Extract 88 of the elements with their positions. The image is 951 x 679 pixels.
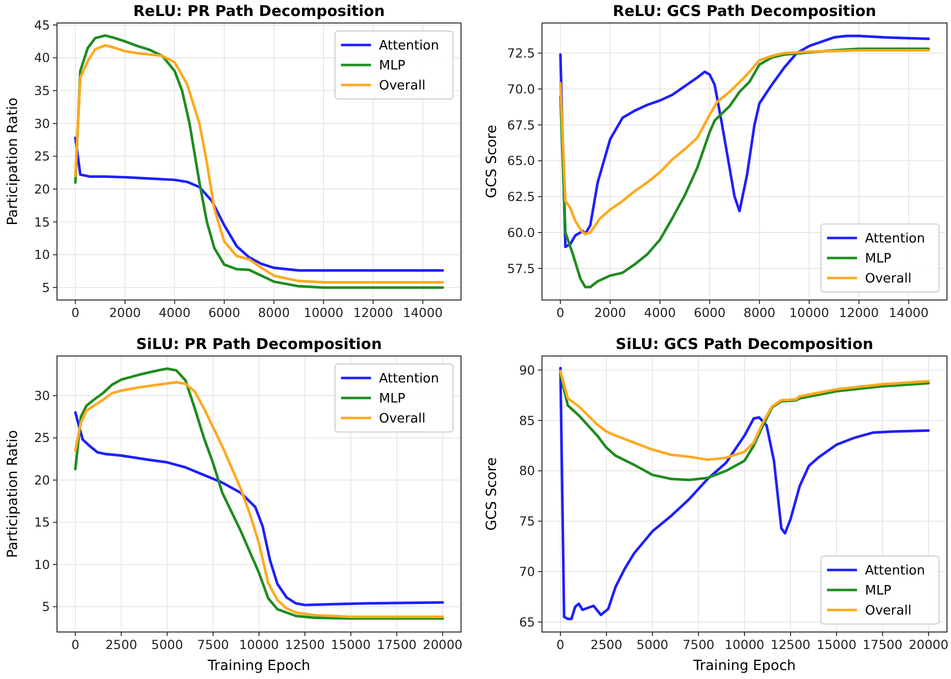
y-tick-label: 10 [34, 247, 50, 262]
x-tick-label: 8000 [258, 305, 290, 320]
y-tick-label: 60.0 [507, 224, 536, 240]
line-series [74, 136, 444, 272]
x-tick-label: 20000 [422, 637, 463, 652]
x-tick-label: 5000 [636, 637, 668, 652]
x-tick-label: 0 [556, 637, 564, 652]
y-tick-label: 35 [34, 82, 50, 98]
legend-label: MLP [379, 58, 406, 74]
x-tick-label: 0 [71, 305, 80, 320]
y-tick-label: 20 [34, 181, 50, 196]
x-tick-label: 10000 [304, 305, 344, 320]
y-tick-label: 5 [42, 599, 50, 614]
legend-label: Overall [379, 78, 426, 94]
x-tick-label: 10000 [724, 637, 764, 652]
y-tick-label: 90 [519, 362, 536, 378]
x-tick-label: 6000 [208, 305, 240, 320]
y-axis-title: GCS Score [484, 124, 500, 198]
x-tick-label: 4000 [158, 305, 191, 320]
legend-label: Attention [865, 564, 925, 579]
y-tick-label: 62.5 [507, 189, 535, 204]
x-tick-label: 5000 [151, 637, 184, 652]
line-series [559, 370, 930, 462]
y-axis-title: Participation Ratio [5, 430, 21, 558]
legend-label: Overall [379, 412, 426, 427]
y-tick-label: 67.5 [507, 117, 535, 132]
x-tick-label: 2000 [594, 305, 626, 320]
x-tick-label: 10000 [789, 305, 830, 320]
y-tick-label: 45 [34, 17, 50, 32]
x-tick-label: 0 [71, 637, 80, 652]
x-tick-label: 2500 [590, 637, 622, 652]
x-tick-label: 17500 [862, 637, 902, 652]
x-axis-title: Training Epoch [692, 658, 796, 674]
y-tick-label: 25 [34, 148, 50, 164]
y-tick-label: 80 [519, 463, 536, 478]
y-tick-label: 72.5 [507, 46, 535, 61]
y-tick-label: 10 [34, 556, 50, 572]
x-tick-label: 10000 [239, 637, 279, 652]
x-axis-title: Training Epoch [206, 658, 310, 674]
y-tick-label: 30 [34, 116, 50, 131]
y-tick-label: 5 [42, 280, 50, 295]
x-tick-label: 15000 [816, 637, 856, 652]
legend-label: MLP [865, 584, 892, 599]
legend-label: MLP [865, 252, 892, 267]
chart-title: ReLU: PR Path Decomposition [133, 2, 385, 20]
x-tick-label: 14000 [402, 305, 443, 320]
y-axis-title: GCS Score [484, 457, 500, 531]
y-tick-label: 70 [519, 564, 536, 579]
y-axis-title: Participation Ratio [5, 98, 21, 226]
x-tick-label: 17500 [376, 637, 417, 652]
line-series [74, 411, 444, 606]
legend-label: Attention [379, 372, 439, 387]
x-tick-label: 0 [556, 305, 564, 320]
y-tick-label: 30 [34, 388, 50, 404]
y-tick-label: 15 [34, 514, 50, 530]
x-tick-label: 7500 [682, 637, 714, 652]
y-tick-label: 70.0 [507, 81, 536, 96]
chart-title: ReLU: GCS Path Decomposition [612, 2, 876, 20]
legend-label: MLP [379, 392, 406, 407]
x-tick-label: 14000 [888, 305, 929, 320]
x-tick-label: 2000 [109, 305, 141, 320]
x-tick-label: 12000 [839, 305, 879, 320]
chart-title: SiLU: GCS Path Decomposition [616, 335, 874, 353]
y-tick-label: 20 [34, 472, 50, 488]
y-tick-label: 40 [34, 50, 50, 66]
x-tick-label: 6000 [694, 305, 726, 320]
y-tick-label: 15 [34, 214, 50, 230]
chart-title: SiLU: PR Path Decomposition [136, 335, 382, 353]
y-tick-label: 75 [519, 514, 535, 529]
y-tick-label: 65.0 [507, 153, 536, 168]
y-tick-label: 25 [34, 430, 50, 446]
x-tick-label: 7500 [197, 637, 230, 652]
x-tick-label: 8000 [744, 305, 776, 320]
legend-label: Overall [865, 604, 912, 619]
legend-label: Attention [865, 232, 925, 247]
y-tick-label: 57.5 [507, 260, 535, 276]
x-tick-label: 20000 [908, 637, 949, 652]
x-tick-label: 12500 [770, 637, 810, 652]
line-series [559, 366, 930, 620]
x-tick-label: 12000 [353, 305, 394, 320]
x-tick-label: 4000 [644, 305, 676, 320]
legend-label: Overall [865, 272, 912, 287]
x-tick-label: 15000 [330, 637, 371, 652]
x-tick-label: 12500 [285, 637, 325, 652]
legend-label: Attention [379, 38, 439, 54]
x-tick-label: 2500 [105, 637, 138, 652]
y-tick-label: 85 [519, 412, 535, 428]
y-tick-label: 65 [519, 614, 535, 630]
